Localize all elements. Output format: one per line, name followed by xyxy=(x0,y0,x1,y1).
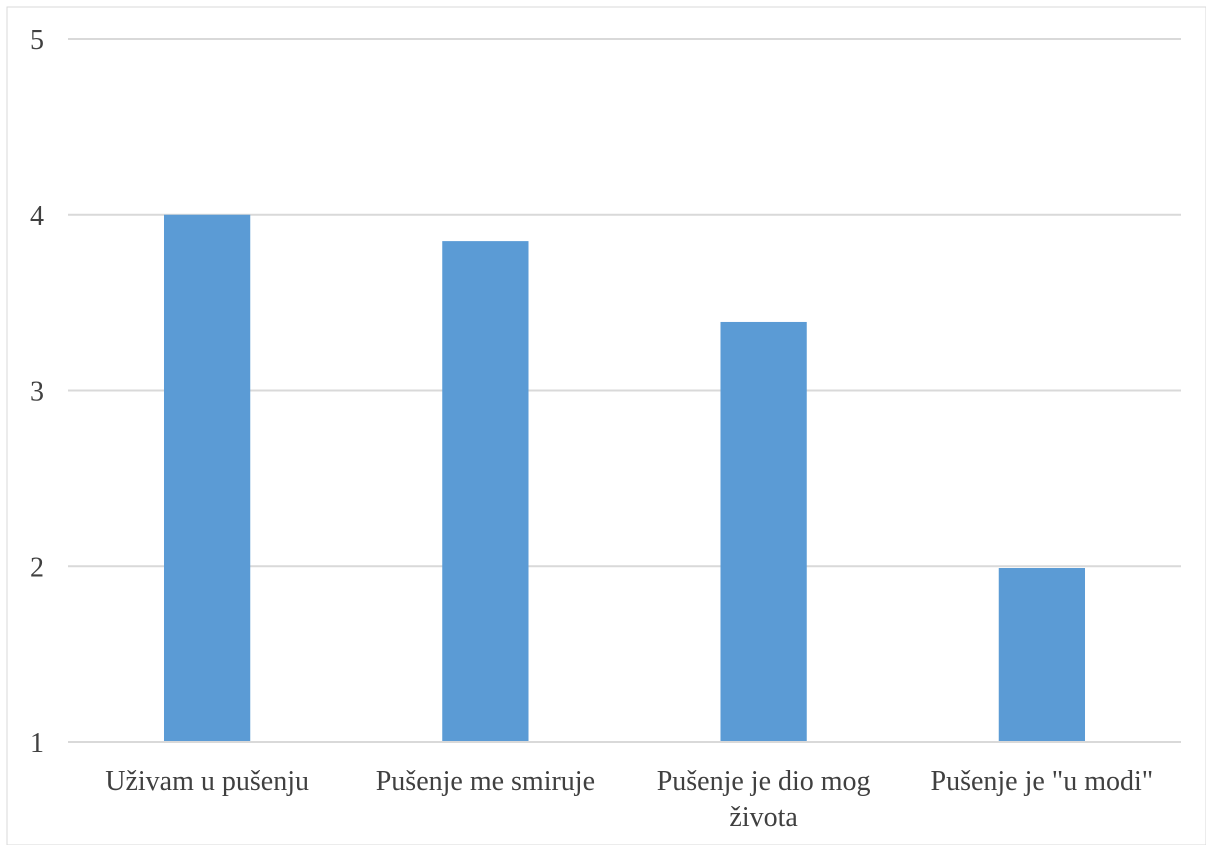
y-tick-label: 1 xyxy=(30,728,44,759)
bar-1 xyxy=(163,214,251,742)
x-category-label-line: Uživam u pušenju xyxy=(105,766,309,797)
x-category-label-line: Pušenje je "u modi" xyxy=(931,766,1154,797)
x-category-label-line: Pušenje me smiruje xyxy=(376,766,595,797)
bar-4 xyxy=(998,568,1086,742)
bar-2 xyxy=(442,241,529,743)
y-tick-label: 5 xyxy=(30,25,44,56)
y-tick-label: 3 xyxy=(30,377,44,408)
x-category-label: Uživam u pušenju xyxy=(105,766,309,797)
y-axis-ticks: 1 2 3 4 5 xyxy=(30,25,44,759)
y-tick-label: 4 xyxy=(30,201,44,232)
bars xyxy=(163,214,1086,743)
x-category-label-line: života xyxy=(729,802,798,833)
gridlines xyxy=(68,38,1181,568)
x-category-label: Pušenje me smiruje xyxy=(376,766,595,797)
x-axis-labels: Uživam u pušenju Pušenje me smiruje Pušenj… xyxy=(105,766,1153,833)
x-category-label: Pušenje je "u modi" xyxy=(931,766,1154,797)
y-tick-label: 2 xyxy=(30,552,44,583)
x-category-label-line: Pušenje je dio mog xyxy=(657,766,871,797)
bar-3 xyxy=(720,321,807,742)
x-category-label: Pušenje je dio mog života xyxy=(657,766,871,833)
